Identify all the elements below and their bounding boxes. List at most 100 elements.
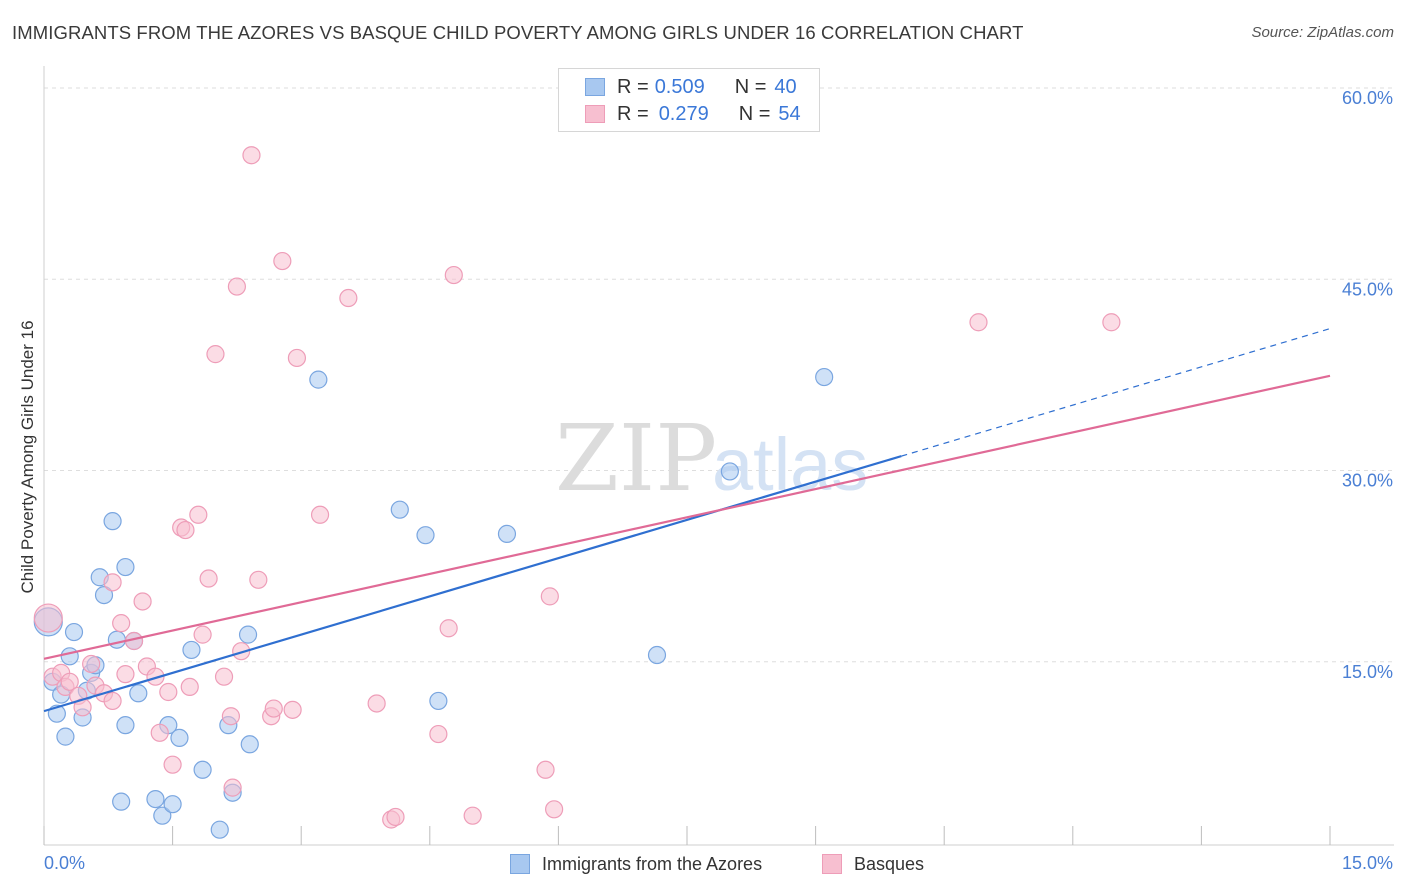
bottom-legend-label-azores: Immigrants from the Azores — [542, 853, 763, 874]
azores-point — [210, 820, 229, 839]
source-credit: Source: ZipAtlas.com — [1251, 24, 1394, 41]
basques-point — [150, 723, 169, 742]
bottom-legend-swatch-azores — [510, 854, 530, 874]
azores-point — [390, 500, 409, 519]
basques-point — [176, 520, 195, 540]
basques-point — [116, 665, 135, 684]
basques-point — [242, 146, 261, 165]
azores-point — [116, 716, 135, 735]
basques-point — [969, 313, 988, 332]
azores-point — [170, 728, 189, 748]
basques-point — [180, 677, 199, 697]
azores-trend-line — [43, 455, 902, 713]
watermark-zip: ZIP — [555, 405, 717, 512]
legend-row-basques: R = 0.279 N = 54 — [585, 101, 801, 127]
azores-point — [815, 367, 834, 387]
basques-point — [310, 505, 330, 524]
basques-point — [283, 700, 302, 719]
basques-point — [206, 345, 225, 364]
y-tick-label: 45.0% — [1342, 279, 1393, 299]
legend-swatch-azores — [585, 78, 605, 96]
basques-point — [199, 569, 218, 588]
basques-point — [163, 755, 182, 774]
azores-point — [64, 622, 84, 642]
basques-point — [540, 587, 559, 606]
azores-point — [647, 645, 667, 665]
data-points — [33, 146, 1121, 839]
x-tick-label: 15.0% — [1342, 853, 1393, 873]
azores-point — [103, 512, 122, 531]
basques-point — [189, 505, 208, 524]
basques-point — [463, 806, 482, 825]
basques-point — [545, 800, 564, 819]
azores-point — [182, 640, 201, 660]
azores-point — [107, 630, 126, 649]
azores-point — [56, 727, 75, 746]
bottom-legend-azores: Immigrants from the Azores — [510, 852, 762, 876]
basques-point — [33, 603, 63, 633]
legend-r-value: 0.509 — [654, 75, 705, 98]
basques-point — [214, 667, 234, 686]
legend-row-azores: R = 0.509 N = 40 — [585, 74, 797, 100]
y-tick-label: 15.0% — [1342, 662, 1393, 682]
legend-n-value: 40 — [774, 75, 797, 98]
tick-labels: 15.0% 30.0% 45.0% 60.0% 0.0% 15.0% — [44, 88, 1393, 873]
azores-point — [429, 691, 448, 711]
basques-point — [159, 682, 178, 702]
azores-point — [60, 647, 79, 666]
trend-lines — [43, 328, 1331, 713]
legend-swatch-basques — [585, 105, 605, 123]
basques-trend-line — [43, 374, 1331, 660]
azores-point — [497, 524, 517, 544]
legend-r-label: R = — [617, 75, 649, 98]
basques-point — [221, 707, 240, 726]
basques-point — [223, 778, 242, 797]
azores-point — [240, 735, 259, 754]
azores-point — [163, 795, 182, 814]
basques-point — [439, 619, 458, 638]
bottom-legend-label-basques: Basques — [854, 853, 925, 874]
azores-point — [146, 789, 165, 809]
bottom-legend-swatch-basques — [822, 854, 842, 874]
azores-point — [416, 526, 435, 545]
azores-point — [309, 370, 328, 389]
basques-point — [103, 691, 122, 711]
legend-r-label: R = — [617, 102, 649, 125]
watermark-atlas: atlas — [712, 423, 868, 506]
basques-point — [249, 570, 268, 589]
azores-point — [153, 806, 172, 825]
basques-point — [82, 654, 101, 674]
basques-point — [339, 288, 358, 308]
basques-point — [1102, 313, 1121, 332]
legend-n-label: N = — [734, 75, 767, 98]
basques-point — [193, 625, 212, 644]
legend-n-label: N = — [738, 102, 771, 125]
chart-title: IMMIGRANTS FROM THE AZORES VS BASQUE CHI… — [12, 22, 1024, 43]
watermark: ZIP atlas — [555, 405, 868, 512]
correlation-legend: R = 0.509 N = 40 R = 0.279 N = 54 — [558, 68, 820, 132]
basques-point — [227, 277, 246, 296]
bottom-legend-basques: Basques — [822, 852, 924, 876]
azores-point — [116, 557, 135, 577]
basques-point — [367, 694, 386, 713]
azores-trend-extension — [901, 328, 1331, 457]
legend-r-value: 0.279 — [658, 102, 709, 125]
basques-point — [536, 760, 555, 779]
gridlines — [44, 87, 1394, 663]
basques-point — [444, 265, 463, 285]
azores-point — [112, 792, 131, 811]
basques-point — [60, 672, 79, 691]
azores-point — [720, 462, 739, 481]
azores-point — [94, 585, 114, 605]
x-tick-label: 0.0% — [44, 853, 85, 873]
y-tick-label: 30.0% — [1342, 471, 1393, 491]
basques-point — [146, 667, 165, 686]
azores-point — [193, 760, 212, 779]
azores-point — [238, 625, 258, 644]
legend-n-value: 54 — [778, 102, 801, 125]
basques-point — [264, 699, 283, 718]
basques-point — [112, 614, 131, 633]
basques-point — [287, 348, 307, 368]
basques-point — [429, 724, 448, 744]
